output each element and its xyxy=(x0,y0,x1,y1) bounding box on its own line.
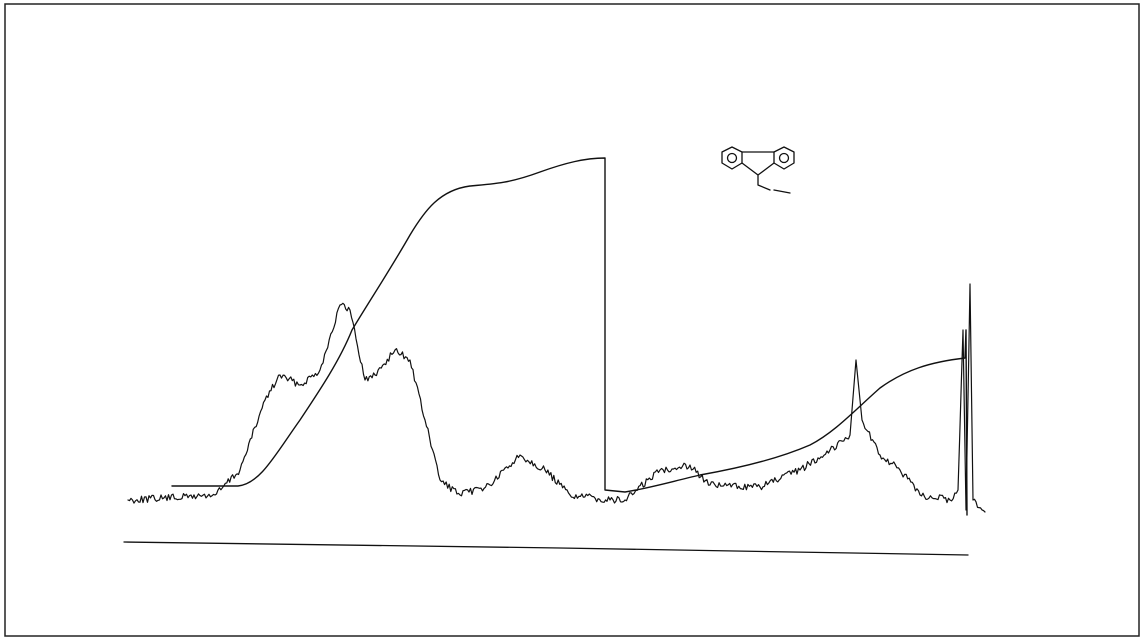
integral-curve xyxy=(171,157,968,516)
structure xyxy=(721,146,795,194)
bonds xyxy=(741,151,791,194)
ring-left-circle xyxy=(726,152,738,164)
frame xyxy=(4,3,1140,637)
ring-right-circle xyxy=(778,152,790,164)
baseline xyxy=(123,541,969,556)
spectrum-trace xyxy=(127,283,986,513)
